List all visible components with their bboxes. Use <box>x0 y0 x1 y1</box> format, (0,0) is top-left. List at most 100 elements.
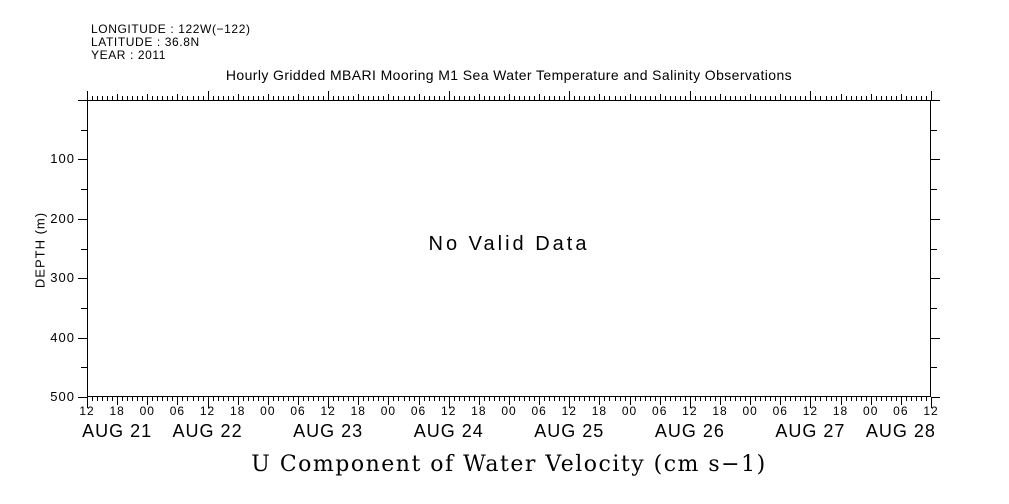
x-tick-top <box>750 94 751 100</box>
x-hour-label: 00 <box>501 404 517 418</box>
x-tick-top <box>373 96 374 100</box>
x-tick-bottom <box>444 397 445 401</box>
x-tick-top <box>243 96 244 100</box>
x-hour-label: 18 <box>471 404 487 418</box>
x-hour-label: 00 <box>863 404 879 418</box>
x-tick-bottom <box>504 397 505 401</box>
y-tick-left <box>78 397 87 398</box>
x-tick-top <box>464 96 465 100</box>
x-tick-top <box>549 96 550 100</box>
x-tick-bottom <box>102 397 103 401</box>
x-tick-top <box>700 96 701 100</box>
x-tick-bottom <box>921 397 922 401</box>
x-tick-bottom <box>916 397 917 401</box>
x-tick-bottom <box>529 397 530 401</box>
x-tick-top <box>172 96 173 100</box>
y-tick-left <box>81 367 87 368</box>
x-tick-bottom <box>464 397 465 401</box>
x-tick-top <box>931 91 932 100</box>
x-tick-top <box>896 96 897 100</box>
x-tick-bottom <box>635 397 636 401</box>
x-tick-bottom <box>896 397 897 401</box>
x-tick-top <box>529 96 530 100</box>
x-tick-bottom <box>931 397 932 408</box>
x-tick-top <box>147 94 148 100</box>
x-tick-top <box>735 96 736 100</box>
x-tick-bottom <box>378 397 379 401</box>
x-tick-top <box>263 96 264 100</box>
x-tick-bottom <box>680 397 681 401</box>
x-tick-top <box>479 94 480 100</box>
x-tick-top <box>424 96 425 100</box>
x-tick-bottom <box>524 397 525 401</box>
x-tick-bottom <box>609 397 610 401</box>
x-tick-top <box>273 96 274 100</box>
x-tick-bottom <box>238 397 239 405</box>
x-tick-bottom <box>574 397 575 401</box>
x-tick-top <box>258 96 259 100</box>
x-tick-top <box>449 91 450 100</box>
x-tick-bottom <box>725 397 726 401</box>
x-tick-bottom <box>700 397 701 401</box>
y-tick-right <box>931 219 940 220</box>
x-tick-top <box>92 96 93 100</box>
x-tick-bottom <box>424 397 425 401</box>
x-date-label: AUG 21 <box>82 421 153 441</box>
x-tick-top <box>469 96 470 100</box>
x-date-label: AUG 26 <box>654 421 725 441</box>
y-tick-left <box>81 308 87 309</box>
y-tick-right <box>931 249 937 250</box>
x-tick-bottom <box>303 397 304 401</box>
x-tick-top <box>162 96 163 100</box>
x-tick-top <box>760 96 761 100</box>
x-tick-bottom <box>765 397 766 401</box>
x-tick-top <box>499 96 500 100</box>
x-tick-bottom <box>549 397 550 401</box>
x-tick-bottom <box>338 397 339 401</box>
x-tick-bottom <box>182 397 183 401</box>
x-tick-bottom <box>368 397 369 401</box>
x-tick-bottom <box>720 397 721 405</box>
x-tick-top <box>826 96 827 100</box>
x-tick-bottom <box>449 397 450 408</box>
x-tick-top <box>288 96 289 100</box>
x-tick-top <box>690 91 691 100</box>
x-tick-bottom <box>876 397 877 401</box>
x-tick-bottom <box>117 397 118 405</box>
x-tick-top <box>102 96 103 100</box>
x-tick-top <box>152 96 153 100</box>
x-tick-bottom <box>233 397 234 401</box>
x-tick-bottom <box>705 397 706 401</box>
x-tick-bottom <box>414 397 415 401</box>
x-tick-top <box>599 94 600 100</box>
x-tick-bottom <box>564 397 565 401</box>
x-tick-bottom <box>429 397 430 401</box>
x-tick-top <box>459 96 460 100</box>
x-tick-top <box>228 96 229 100</box>
x-tick-top <box>137 96 138 100</box>
y-tick-right <box>931 367 937 368</box>
x-tick-bottom <box>509 397 510 405</box>
x-tick-top <box>338 96 339 100</box>
x-tick-top <box>283 96 284 100</box>
x-tick-bottom <box>454 397 455 401</box>
x-tick-bottom <box>650 397 651 401</box>
x-tick-top <box>127 96 128 100</box>
x-tick-bottom <box>604 397 605 401</box>
x-tick-bottom <box>228 397 229 401</box>
x-tick-bottom <box>640 397 641 401</box>
x-tick-top <box>820 96 821 100</box>
x-tick-top <box>655 96 656 100</box>
x-tick-top <box>419 94 420 100</box>
y-tick-right <box>931 100 940 101</box>
x-tick-top <box>650 96 651 100</box>
x-tick-bottom <box>313 397 314 401</box>
x-tick-top <box>253 96 254 100</box>
x-tick-top <box>328 91 329 100</box>
x-tick-bottom <box>554 397 555 401</box>
x-tick-bottom <box>655 397 656 401</box>
x-tick-top <box>514 96 515 100</box>
x-tick-bottom <box>820 397 821 401</box>
x-tick-top <box>770 96 771 100</box>
x-tick-top <box>298 94 299 100</box>
